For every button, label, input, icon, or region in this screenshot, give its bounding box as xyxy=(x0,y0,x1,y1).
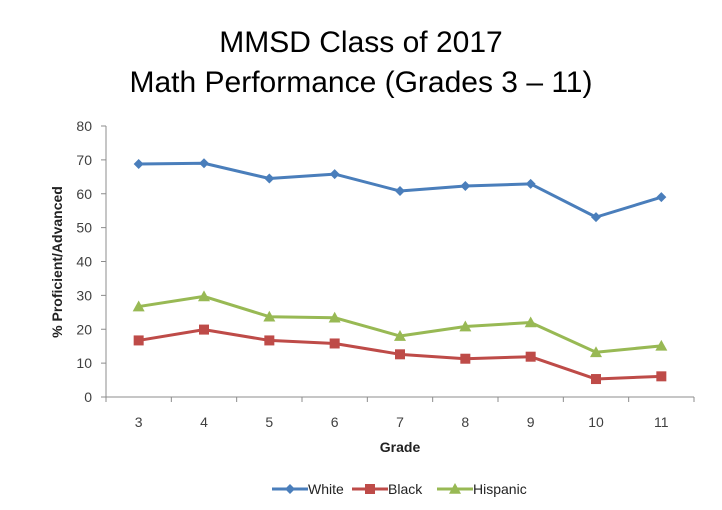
x-tick-label: 7 xyxy=(396,414,404,430)
x-tick-label: 4 xyxy=(200,414,208,430)
legend: White Black Hispanic xyxy=(272,481,527,497)
series-white xyxy=(133,158,667,223)
y-tick-label: 70 xyxy=(76,152,92,168)
data-point-black xyxy=(656,371,667,382)
data-point-hispanic xyxy=(655,339,668,351)
y-axis: 0 10 20 30 40 50 60 70 80 xyxy=(76,118,107,405)
data-point-hispanic xyxy=(328,311,341,323)
legend-item-black: Black xyxy=(352,481,423,497)
data-point-hispanic xyxy=(263,310,276,322)
legend-swatch-marker xyxy=(365,484,375,494)
legend-swatch-marker xyxy=(285,484,295,494)
x-tick-label: 11 xyxy=(654,414,669,430)
x-tick-label: 5 xyxy=(265,414,273,430)
y-tick-label: 80 xyxy=(76,118,92,134)
legend-label: Hispanic xyxy=(473,481,527,497)
y-tick-label: 50 xyxy=(76,220,92,236)
data-point-hispanic xyxy=(394,330,406,341)
legend-item-hispanic: Hispanic xyxy=(437,481,527,497)
data-point-white xyxy=(591,212,601,223)
data-point-black xyxy=(329,338,340,349)
data-point-hispanic xyxy=(459,320,472,332)
series-line-hispanic xyxy=(138,294,662,354)
x-tick-label: 9 xyxy=(527,414,535,430)
data-point-black xyxy=(133,335,144,346)
data-point-white xyxy=(329,169,340,180)
series-layer xyxy=(132,158,668,385)
x-tick-label: 10 xyxy=(588,414,604,430)
y-tick-label: 20 xyxy=(76,321,92,337)
data-point-white xyxy=(199,158,209,169)
y-axis-title: % Proficient/Advanced xyxy=(49,186,65,338)
y-tick-label: 60 xyxy=(76,186,92,202)
data-point-white xyxy=(525,178,536,189)
series-hispanic xyxy=(132,290,668,358)
data-point-black xyxy=(199,324,209,335)
x-tick-label: 3 xyxy=(135,414,143,430)
legend-item-white: White xyxy=(272,481,344,497)
legend-label: Black xyxy=(388,481,423,497)
data-point-black xyxy=(264,335,275,346)
x-tick-label: 6 xyxy=(331,414,339,430)
data-point-white xyxy=(395,186,405,197)
data-point-hispanic xyxy=(198,290,210,302)
x-axis: 3 4 5 6 7 8 9 10 11 xyxy=(105,396,695,430)
x-tick-label: 8 xyxy=(461,414,469,430)
chart-title-line-2: Math Performance (Grades 3 – 11) xyxy=(130,66,593,99)
chart-title-line-1: MMSD Class of 2017 xyxy=(219,26,502,59)
x-axis-title: Grade xyxy=(380,439,421,455)
data-point-white xyxy=(656,192,667,203)
y-tick-label: 40 xyxy=(76,254,92,270)
legend-swatch-marker xyxy=(449,483,461,494)
legend-label: White xyxy=(308,481,344,497)
y-tick-label: 30 xyxy=(76,287,92,303)
data-point-white xyxy=(264,173,275,184)
data-point-hispanic xyxy=(132,300,145,312)
data-point-hispanic xyxy=(524,316,537,328)
data-point-black xyxy=(395,349,405,360)
data-point-black xyxy=(591,374,601,385)
series-black xyxy=(133,324,667,385)
y-tick-label: 10 xyxy=(76,355,92,371)
data-point-hispanic xyxy=(590,346,602,358)
y-tick-label: 0 xyxy=(84,389,92,405)
data-point-black xyxy=(525,351,536,362)
data-point-white xyxy=(133,158,144,169)
data-point-white xyxy=(460,180,471,191)
data-point-black xyxy=(460,353,471,364)
